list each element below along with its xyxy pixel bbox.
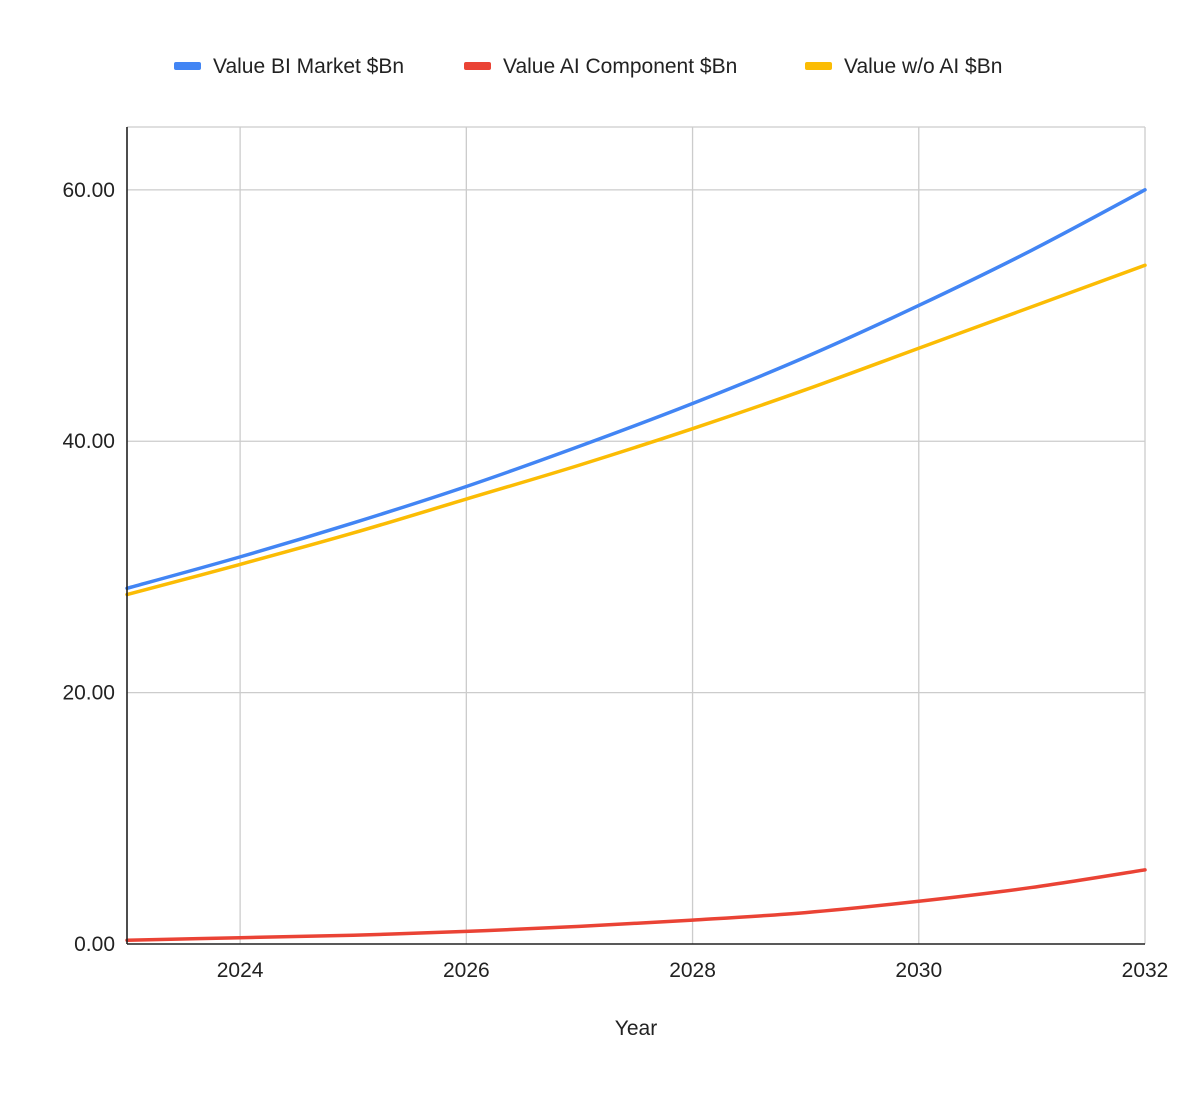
series-lines bbox=[125, 188, 1147, 942]
legend-label: Value w/o AI $Bn bbox=[844, 55, 1002, 78]
x-axis-title: Year bbox=[615, 1017, 657, 1040]
legend-item-value-bi-market-bn: Value BI Market $Bn bbox=[174, 55, 404, 78]
x-axis-ticks: 2024 2026 2028 2030 2032 bbox=[217, 959, 1169, 982]
series-line-value-w-o-ai-bn bbox=[125, 263, 1147, 597]
x-tick-label: 2028 bbox=[669, 959, 716, 982]
y-tick-label: 40.00 bbox=[62, 430, 115, 453]
legend-swatch bbox=[805, 62, 832, 70]
y-tick-label: 20.00 bbox=[62, 682, 115, 705]
series-line-value-ai-component-bn bbox=[125, 868, 1147, 942]
legend-swatch bbox=[174, 62, 201, 70]
gridlines bbox=[127, 126, 1146, 944]
y-tick-label: 0.00 bbox=[74, 933, 115, 956]
legend-label: Value AI Component $Bn bbox=[503, 55, 737, 78]
legend: Value BI Market $Bn Value AI Component $B… bbox=[174, 55, 1002, 78]
axes bbox=[126, 127, 1145, 945]
x-tick-label: 2032 bbox=[1122, 959, 1169, 982]
y-axis-ticks: 0.00 20.00 40.00 60.00 bbox=[62, 179, 115, 956]
legend-item-value-w-o-ai-bn: Value w/o AI $Bn bbox=[805, 55, 1002, 78]
y-tick-label: 60.00 bbox=[62, 179, 115, 202]
legend-item-value-ai-component-bn: Value AI Component $Bn bbox=[464, 55, 737, 78]
legend-swatch bbox=[464, 62, 491, 70]
legend-label: Value BI Market $Bn bbox=[213, 55, 404, 78]
x-tick-label: 2030 bbox=[895, 959, 942, 982]
x-tick-label: 2024 bbox=[217, 959, 264, 982]
series-line-value-bi-market-bn bbox=[125, 188, 1147, 591]
x-tick-label: 2026 bbox=[443, 959, 490, 982]
